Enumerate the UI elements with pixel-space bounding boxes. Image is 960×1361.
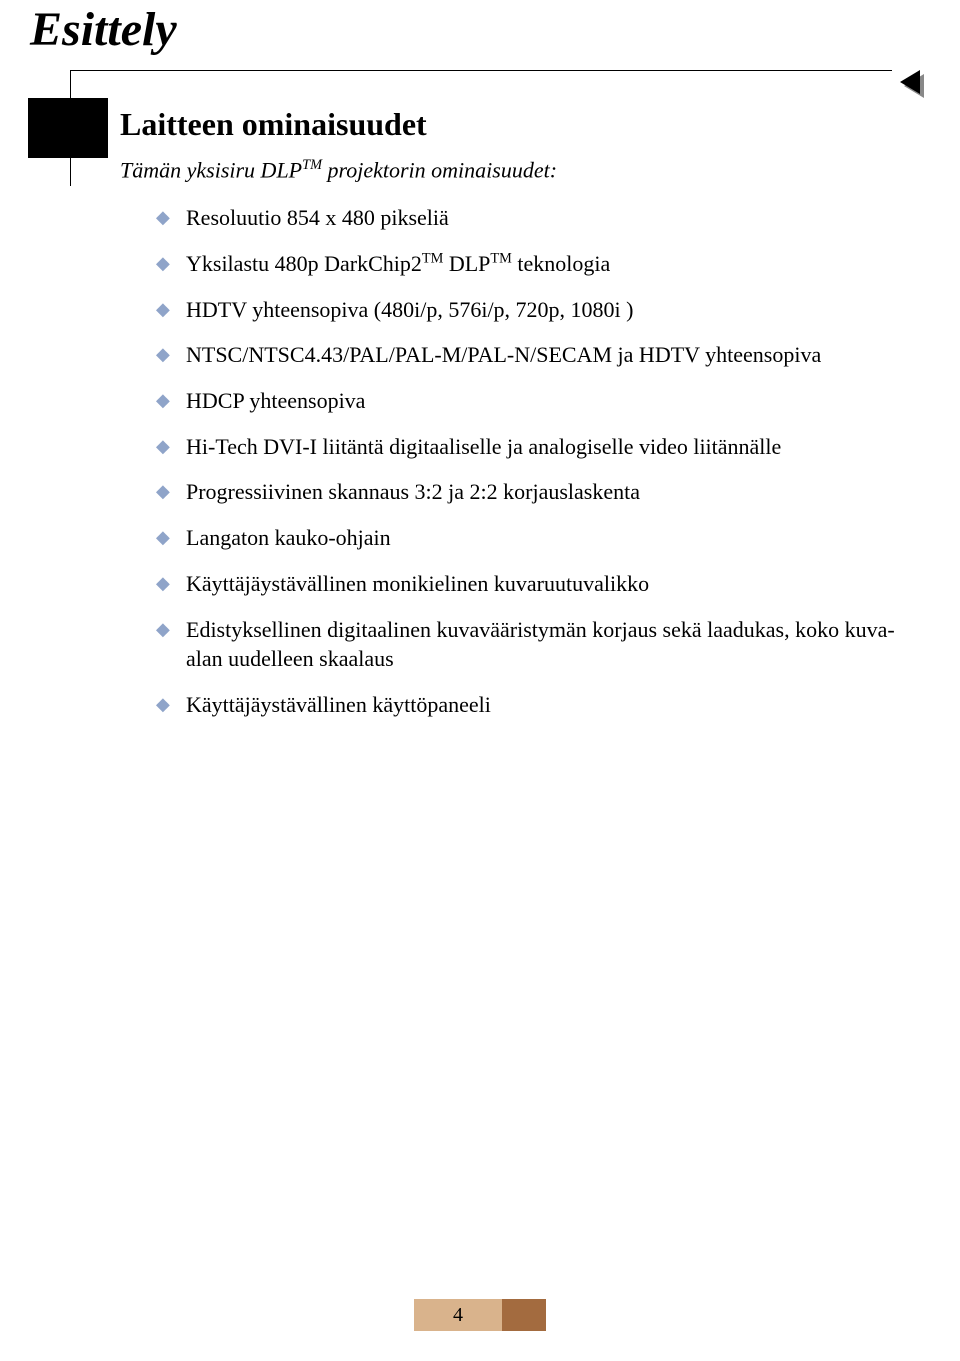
content-area: Laitteen ominaisuudet Tämän yksisiru DLP… [120,100,920,736]
feature-text: Langaton kauko-ohjain [186,525,391,550]
intro-tm: TM [302,157,322,173]
list-item: Yksilastu 480p DarkChip2TM DLPTM teknolo… [156,249,920,279]
list-item: Käyttäjäystävällinen käyttöpaneeli [156,690,920,720]
back-arrow-icon [900,70,928,98]
intro-text: Tämän yksisiru DLPTM projektorin ominais… [120,157,920,183]
list-item: Käyttäjäystävällinen monikielinen kuvaru… [156,569,920,599]
feature-text: Resoluutio 854 x 480 pikseliä [186,205,449,230]
section-heading: Laitteen ominaisuudet [120,106,920,143]
feature-text: NTSC/NTSC4.43/PAL/PAL-M/PAL-N/SECAM ja H… [186,342,821,367]
side-tab-block [28,98,108,158]
feature-text: Progressiivinen skannaus 3:2 ja 2:2 korj… [186,479,640,504]
list-item: HDCP yhteensopiva [156,386,920,416]
list-item: Resoluutio 854 x 480 pikseliä [156,203,920,233]
feature-text: Edistyksellinen digitaalinen kuvaväärist… [186,617,895,672]
feature-text: Hi-Tech DVI-I liitäntä digitaaliselle ja… [186,434,781,459]
page-title: Esittely [30,2,177,57]
list-item: Langaton kauko-ohjain [156,523,920,553]
intro-suffix: projektorin ominaisuudet: [322,157,557,182]
feature-list: Resoluutio 854 x 480 pikseliä Yksilastu … [120,203,920,719]
list-item: Hi-Tech DVI-I liitäntä digitaaliselle ja… [156,432,920,462]
feature-text: Käyttäjäystävällinen monikielinen kuvaru… [186,571,649,596]
feature-text: Käyttäjäystävällinen käyttöpaneeli [186,692,491,717]
page-number-tab: 4 [414,1299,546,1331]
page-root: Esittely Laitteen ominaisuudet Tämän yks… [0,0,960,1361]
feature-text: Yksilastu 480p DarkChip2TM DLPTM teknolo… [186,251,610,276]
feature-text: HDCP yhteensopiva [186,388,365,413]
list-item: Progressiivinen skannaus 3:2 ja 2:2 korj… [156,477,920,507]
list-item: Edistyksellinen digitaalinen kuvaväärist… [156,615,920,674]
feature-text: HDTV yhteensopiva (480i/p, 576i/p, 720p,… [186,297,634,322]
list-item: HDTV yhteensopiva (480i/p, 576i/p, 720p,… [156,295,920,325]
page-tab-dark [502,1299,546,1331]
list-item: NTSC/NTSC4.43/PAL/PAL-M/PAL-N/SECAM ja H… [156,340,920,370]
intro-prefix: Tämän yksisiru DLP [120,157,302,182]
frame-top-line [70,70,892,71]
page-number: 4 [414,1299,502,1331]
